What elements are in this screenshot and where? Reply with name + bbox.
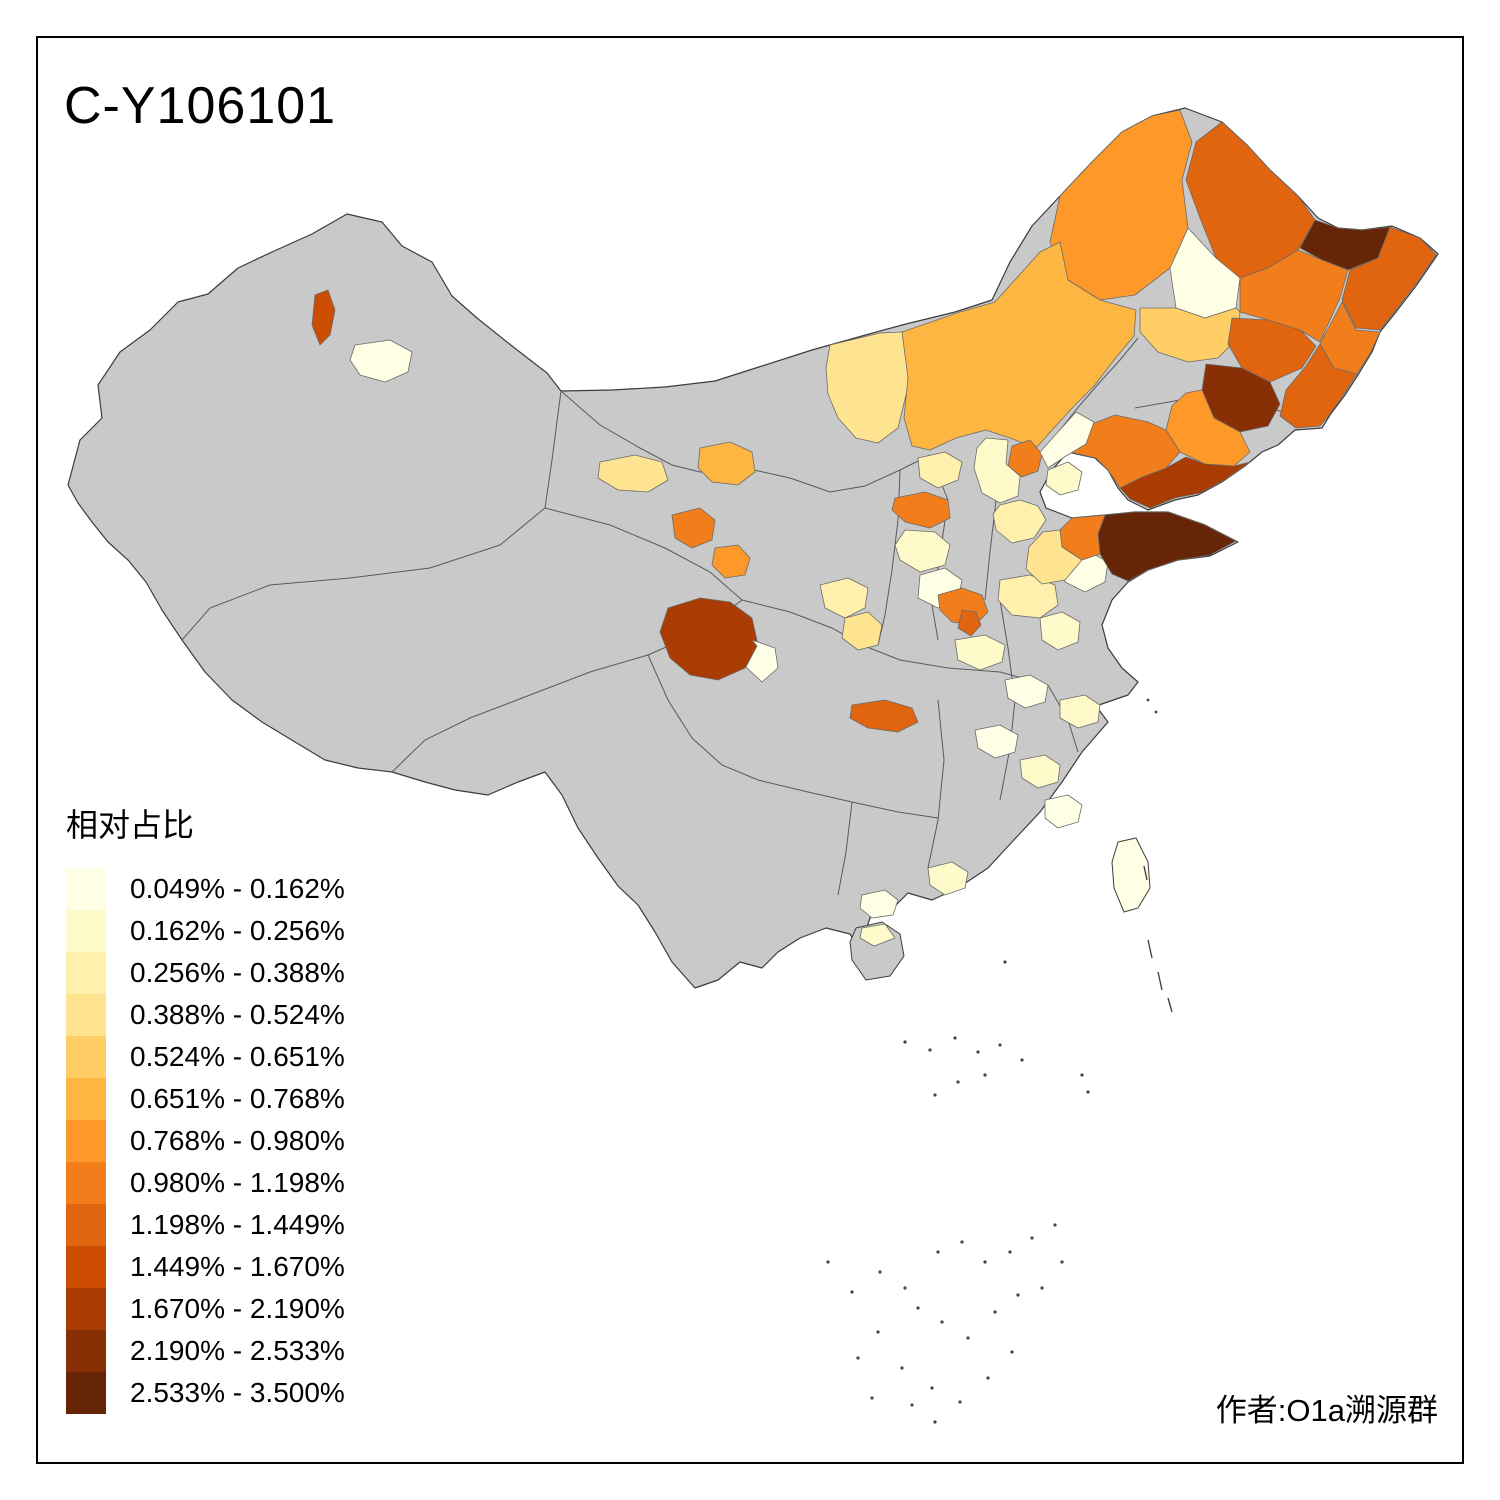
attribution: 作者:O1a溯源群 [1215,1393,1438,1428]
map-region [349,339,413,383]
map-region [825,331,913,444]
map-region [819,577,869,619]
legend-item: 0.980% - 1.198% [66,1162,345,1204]
legend-swatch [66,910,106,952]
legend-swatch [66,1036,106,1078]
legend-swatch [66,952,106,994]
legend-swatch [66,1162,106,1204]
sea-islets [826,698,1158,1424]
legend-item: 2.190% - 2.533% [66,1330,345,1372]
map-region [859,923,896,947]
map-region [927,861,969,896]
map-region [1227,317,1317,383]
map-region [859,889,899,919]
legend-label: 1.449% - 1.670% [130,1251,345,1282]
map-region [1279,343,1358,429]
map-region [1239,249,1349,343]
map-region [849,699,919,733]
legend-item: 0.256% - 0.388% [66,952,345,994]
legend-label: 0.524% - 0.651% [130,1041,345,1072]
map-region [1059,694,1101,729]
map-region [1045,461,1083,496]
map-region [841,611,883,651]
legend-label: 2.190% - 2.533% [130,1335,345,1366]
legend-label: 0.651% - 0.768% [130,1083,345,1114]
legend-item: 2.533% - 3.500% [66,1372,345,1414]
map-region [992,499,1047,544]
legend-item: 0.388% - 0.524% [66,994,345,1036]
map-region [1004,674,1049,709]
legend-label: 0.162% - 0.256% [130,915,345,946]
taiwan-island [1111,837,1151,913]
legend-label: 0.049% - 0.162% [130,873,345,904]
map-region [1039,411,1095,469]
legend-swatch [66,1246,106,1288]
legend-label: 1.198% - 1.449% [130,1209,345,1240]
map-region [917,451,963,489]
legend-item: 1.449% - 1.670% [66,1246,345,1288]
legend-item: 0.049% - 0.162% [66,868,345,910]
legend-label: 1.670% - 2.190% [130,1293,345,1324]
legend-item: 0.768% - 0.980% [66,1120,345,1162]
map-region [891,491,951,529]
prefecture-regions [311,109,1437,919]
legend-swatch [66,1204,106,1246]
map-region [711,544,751,579]
map-region [1025,529,1083,585]
map-region [311,289,336,346]
map-region [1019,754,1061,789]
legend-item: 1.198% - 1.449% [66,1204,345,1246]
legend-label: 0.980% - 1.198% [130,1167,345,1198]
legend-label: 2.533% - 3.500% [130,1377,345,1408]
legend: 相对占比 0.049% - 0.162% 0.162% - 0.256% 0.256… [66,800,345,1414]
map-region [1039,611,1081,651]
legend-swatch [66,994,106,1036]
map-region [954,634,1006,671]
legend-swatch [66,1288,106,1330]
map-region [973,437,1021,504]
legend-swatch [66,1078,106,1120]
legend-title: 相对占比 [66,807,195,843]
map-region [659,597,759,681]
legend-item: 0.162% - 0.256% [66,910,345,952]
legend-swatch [66,868,106,910]
legend-item: 1.670% - 2.190% [66,1288,345,1330]
map-region [974,724,1019,759]
legend-label: 0.256% - 0.388% [130,957,345,988]
legend-item: 0.524% - 0.651% [66,1036,345,1078]
map-region [1044,794,1083,829]
legend-label: 0.768% - 0.980% [130,1125,345,1156]
map-region [957,609,982,637]
plot-title: C-Y106101 [64,77,337,135]
map-region [671,507,716,549]
legend-swatch [66,1120,106,1162]
map-region [901,241,1137,451]
map-region [697,441,756,486]
map-region [1097,511,1237,582]
legend-label: 0.388% - 0.524% [130,999,345,1030]
map-region [597,454,669,493]
legend-item: 0.651% - 0.768% [66,1078,345,1120]
map-region [745,639,779,683]
legend-items: 0.049% - 0.162% 0.162% - 0.256% 0.256% - 0… [66,868,345,1414]
map-region [1341,226,1437,331]
map-region [894,529,951,573]
sea-dashes [1143,865,1173,1013]
legend-swatch [66,1372,106,1414]
legend-swatch [66,1330,106,1372]
